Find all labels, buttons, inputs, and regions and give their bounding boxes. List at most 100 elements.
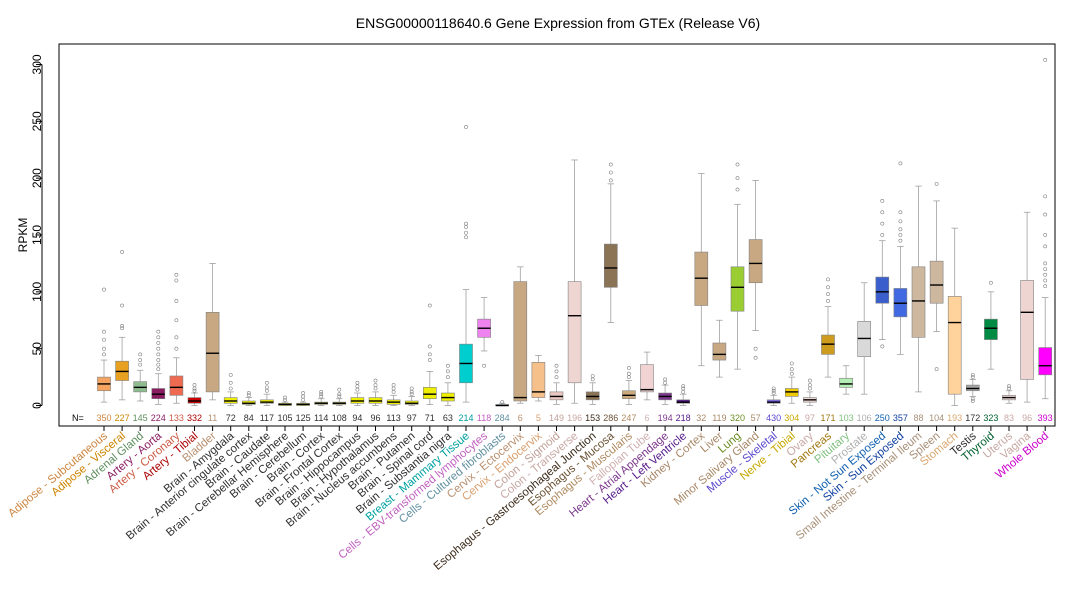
- outlier-point: [826, 285, 830, 290]
- box-7: [205, 263, 220, 401]
- n-count-label: 105: [277, 413, 292, 423]
- n-count-label: 94: [352, 413, 362, 423]
- box-6: [187, 383, 202, 406]
- outlier-point: [1043, 58, 1048, 62]
- box-43: [857, 282, 872, 395]
- n-count-label: 114: [314, 413, 328, 423]
- outlier-point: [771, 386, 776, 391]
- outlier-point: [826, 292, 830, 297]
- outlier-point: [355, 380, 360, 385]
- box-10: [260, 380, 274, 406]
- box-9: [242, 391, 256, 406]
- box-48: [947, 227, 962, 406]
- outlier-point: [771, 388, 776, 393]
- outlier-point: [355, 384, 360, 389]
- outlier-point: [246, 391, 251, 395]
- outlier-point: [1043, 212, 1048, 217]
- outlier-point: [608, 170, 613, 175]
- outlier-point: [301, 394, 306, 399]
- outlier-point: [880, 233, 885, 237]
- outlier-point: [156, 346, 161, 351]
- n-count-label: 6: [644, 413, 649, 423]
- n-count-label: 393: [1038, 413, 1053, 423]
- n-count-label: 430: [766, 413, 781, 423]
- iqr-box: [169, 375, 184, 396]
- iqr-box: [748, 239, 763, 284]
- outlier-point: [337, 387, 342, 392]
- box-49: [965, 372, 980, 403]
- box-13: [314, 389, 329, 406]
- outlier-point: [337, 392, 342, 397]
- outlier-point: [970, 375, 975, 380]
- n-count-label: 193: [947, 413, 962, 423]
- outlier-point: [283, 397, 287, 402]
- outlier-point: [1043, 233, 1048, 237]
- outlier-point: [989, 280, 993, 285]
- n-count-label: 96: [370, 413, 380, 423]
- box-41: [821, 277, 835, 378]
- n-count-label: 172: [965, 413, 980, 423]
- box-24: [513, 266, 528, 404]
- n-count-label: 118: [477, 413, 491, 423]
- box-2: [115, 250, 129, 401]
- outlier-point: [500, 400, 505, 405]
- outlier-point: [102, 329, 106, 334]
- box-51: [1002, 384, 1016, 404]
- box-15: [350, 380, 365, 406]
- outlier-point: [192, 388, 197, 393]
- iqr-box: [712, 342, 727, 361]
- outlier-point: [174, 346, 179, 351]
- outlier-point: [138, 362, 143, 367]
- outlier-point: [789, 361, 794, 366]
- outlier-point: [373, 383, 378, 387]
- outlier-point: [228, 372, 233, 377]
- outlier-point: [264, 388, 269, 393]
- outlier-point: [681, 389, 686, 394]
- n-count-label: 145: [133, 413, 148, 423]
- y-tick-label: 50: [30, 342, 44, 356]
- outlier-point: [934, 181, 939, 186]
- iqr-box: [984, 318, 998, 340]
- n-count-label: 5: [536, 413, 541, 423]
- outlier-point: [283, 395, 287, 400]
- outlier-point: [120, 326, 125, 331]
- chart-title: ENSG00000118640.6 Gene Expression from G…: [356, 15, 760, 31]
- outlier-point: [1043, 267, 1048, 272]
- outlier-point: [120, 324, 125, 328]
- n-count-label: 57: [751, 413, 761, 423]
- outlier-point: [174, 272, 179, 277]
- y-tick-label: 0: [30, 402, 44, 409]
- box-36: [730, 162, 745, 370]
- n-count-label: 247: [621, 413, 636, 423]
- n-count-label: 104: [929, 413, 944, 423]
- outlier-point: [826, 299, 830, 303]
- n-count-label: 88: [913, 413, 923, 423]
- outlier-point: [391, 386, 396, 391]
- outlier-point: [156, 352, 161, 357]
- outlier-point: [608, 162, 613, 167]
- box-1: [97, 287, 111, 403]
- n-count-label: 83: [1004, 413, 1014, 423]
- outlier-point: [373, 386, 378, 391]
- outlier-point: [319, 394, 324, 399]
- n-count-label: 194: [658, 413, 673, 423]
- box-17: [386, 383, 401, 406]
- outlier-point: [898, 161, 903, 166]
- outlier-point: [464, 235, 468, 240]
- outlier-point: [681, 386, 686, 391]
- box-12: [296, 391, 310, 406]
- n-count-label: 323: [983, 413, 998, 423]
- box-46: [911, 185, 926, 393]
- outlier-point: [391, 389, 396, 394]
- outlier-point: [464, 125, 468, 129]
- outlier-point: [1043, 244, 1048, 249]
- outlier-point: [445, 363, 450, 368]
- box-14: [332, 387, 347, 406]
- outlier-point: [808, 383, 812, 387]
- outlier-point: [590, 377, 595, 382]
- n-count-label: 214: [458, 413, 473, 423]
- n-count-label: 96: [1022, 413, 1032, 423]
- y-axis-label: RPKM: [16, 218, 30, 253]
- box-38: [766, 386, 781, 406]
